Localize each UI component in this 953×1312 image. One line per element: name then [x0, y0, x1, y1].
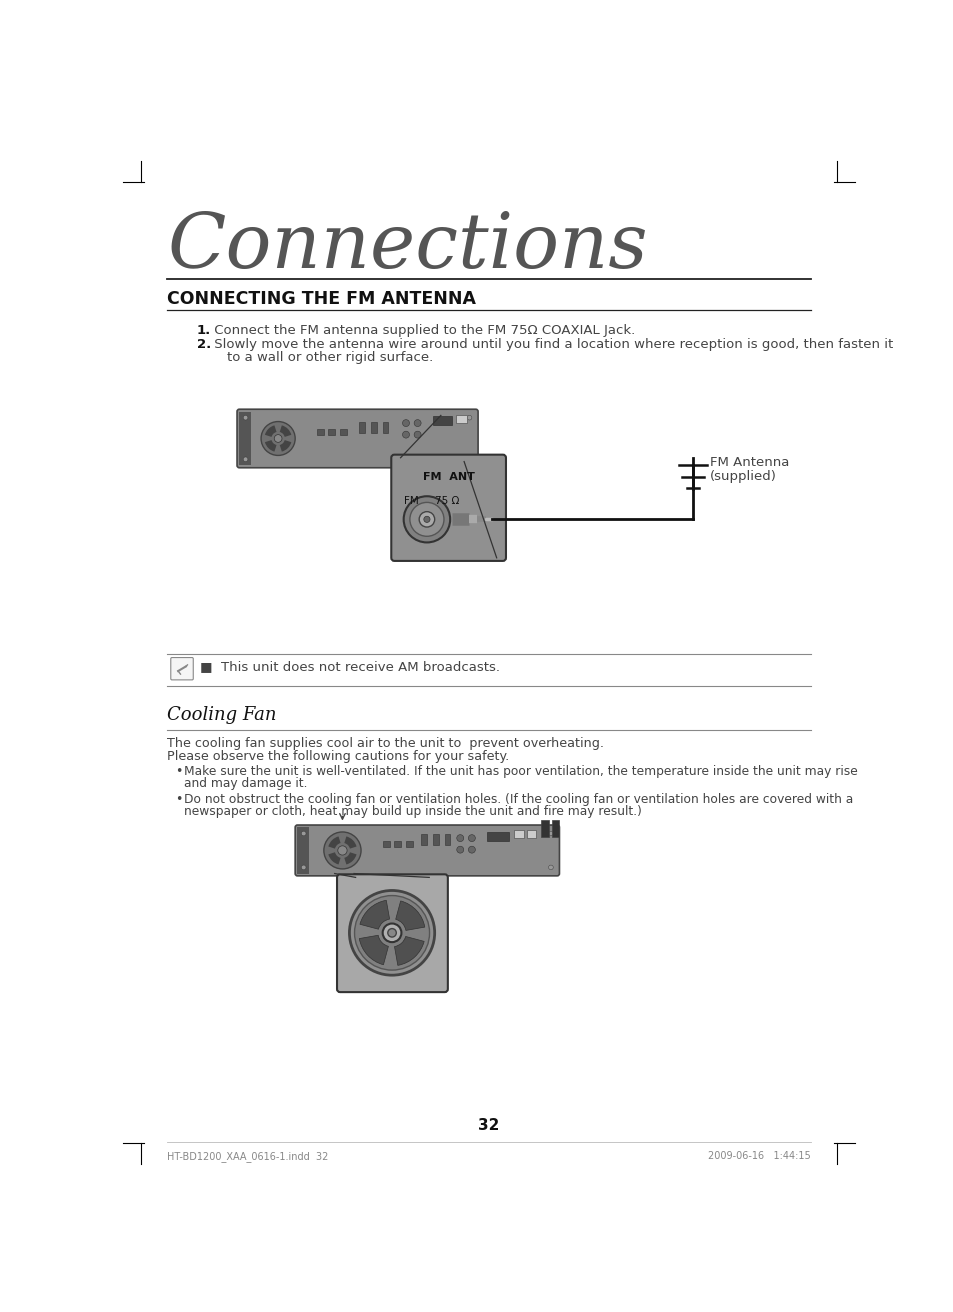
Text: Please observe the following cautions for your safety.: Please observe the following cautions fo…	[167, 750, 509, 764]
Circle shape	[243, 457, 248, 462]
Text: to a wall or other rigid surface.: to a wall or other rigid surface.	[210, 352, 433, 365]
Text: and may damage it.: and may damage it.	[184, 777, 308, 790]
Text: newspaper or cloth, heat may build up inside the unit and fire may result.): newspaper or cloth, heat may build up in…	[184, 806, 641, 817]
Bar	[316, 429, 323, 436]
Circle shape	[456, 834, 463, 841]
Text: The cooling fan supplies cool air to the unit to  prevent overheating.: The cooling fan supplies cool air to the…	[167, 737, 603, 750]
Circle shape	[414, 432, 420, 438]
Wedge shape	[395, 901, 424, 930]
FancyBboxPatch shape	[294, 825, 558, 876]
Text: 2009-06-16   1:44:15: 2009-06-16 1:44:15	[707, 1151, 810, 1161]
Wedge shape	[359, 935, 388, 964]
Circle shape	[243, 416, 248, 420]
Bar	[456, 416, 467, 422]
FancyBboxPatch shape	[236, 409, 477, 468]
Bar	[433, 416, 452, 425]
FancyBboxPatch shape	[336, 874, 447, 992]
FancyBboxPatch shape	[171, 657, 193, 680]
Bar	[382, 841, 390, 848]
Text: (supplied): (supplied)	[709, 470, 776, 483]
Circle shape	[301, 832, 306, 836]
Text: •: •	[174, 765, 182, 778]
Text: Connections: Connections	[167, 210, 647, 283]
Circle shape	[402, 420, 409, 426]
Circle shape	[414, 420, 420, 426]
Bar	[394, 841, 401, 848]
Text: •: •	[174, 792, 182, 806]
Bar	[371, 422, 376, 433]
Circle shape	[467, 416, 472, 420]
Circle shape	[323, 832, 360, 869]
Text: 1.: 1.	[196, 324, 211, 337]
Circle shape	[387, 929, 395, 937]
Bar	[359, 422, 365, 433]
Circle shape	[382, 924, 401, 942]
Wedge shape	[395, 937, 424, 966]
Circle shape	[349, 891, 435, 975]
Bar	[444, 834, 450, 845]
Circle shape	[261, 421, 294, 455]
Circle shape	[402, 432, 409, 438]
Circle shape	[468, 834, 475, 841]
Circle shape	[274, 434, 282, 442]
Text: Make sure the unit is well-ventilated. If the unit has poor ventilation, the tem: Make sure the unit is well-ventilated. I…	[184, 765, 857, 778]
Circle shape	[418, 512, 435, 527]
Bar	[487, 832, 509, 841]
Bar	[421, 834, 427, 845]
Circle shape	[467, 457, 472, 462]
Bar	[340, 429, 347, 436]
Circle shape	[548, 832, 553, 836]
Bar	[406, 841, 413, 848]
Circle shape	[548, 865, 553, 870]
Text: ■  This unit does not receive AM broadcasts.: ■ This unit does not receive AM broadcas…	[199, 660, 499, 673]
Text: Cooling Fan: Cooling Fan	[167, 706, 276, 724]
Circle shape	[410, 502, 443, 537]
Wedge shape	[359, 900, 389, 929]
Bar	[433, 834, 438, 845]
Circle shape	[355, 896, 429, 970]
Circle shape	[456, 846, 463, 853]
Bar	[328, 429, 335, 436]
Bar	[514, 830, 523, 838]
Text: FM: FM	[403, 496, 418, 506]
Circle shape	[301, 865, 306, 870]
Circle shape	[337, 846, 347, 855]
Circle shape	[423, 516, 430, 522]
Text: 32: 32	[477, 1118, 499, 1134]
Bar	[540, 820, 548, 837]
Bar	[297, 828, 309, 874]
Text: HT-BD1200_XAA_0616-1.indd  32: HT-BD1200_XAA_0616-1.indd 32	[167, 1151, 329, 1161]
Bar	[526, 830, 536, 838]
Text: CONNECTING THE FM ANTENNA: CONNECTING THE FM ANTENNA	[167, 290, 476, 308]
Text: Slowly move the antenna wire around until you find a location where reception is: Slowly move the antenna wire around unti…	[210, 337, 892, 350]
Text: Connect the FM antenna supplied to the FM 75Ω COAXIAL Jack.: Connect the FM antenna supplied to the F…	[210, 324, 635, 337]
Text: 2.: 2.	[196, 337, 211, 350]
Text: Do not obstruct the cooling fan or ventilation holes. (If the cooling fan or ven: Do not obstruct the cooling fan or venti…	[184, 792, 853, 806]
FancyBboxPatch shape	[391, 455, 505, 562]
Bar	[551, 820, 558, 837]
Bar	[382, 422, 388, 433]
Text: 75 Ω: 75 Ω	[435, 496, 458, 506]
Circle shape	[403, 496, 450, 542]
Text: FM Antenna: FM Antenna	[709, 457, 788, 470]
Circle shape	[468, 846, 475, 853]
Text: FM  ANT: FM ANT	[422, 471, 474, 482]
Bar	[239, 412, 251, 466]
